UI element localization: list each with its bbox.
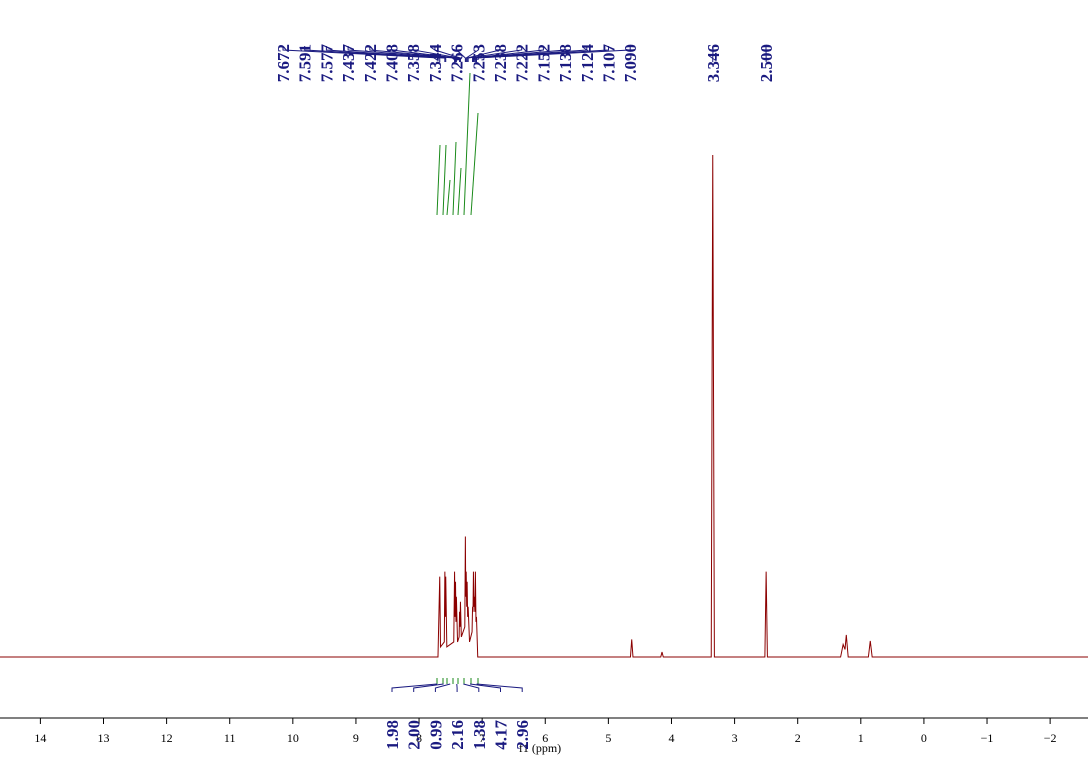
peak-label: 7.266	[448, 44, 467, 82]
x-axis-label: f1 (ppm)	[519, 741, 561, 755]
peak-connector	[475, 46, 631, 62]
peak-label: 7.591	[296, 44, 315, 82]
x-tick-label: 0	[921, 731, 927, 745]
x-tick-label: 2	[795, 731, 801, 745]
peak-connector	[347, 46, 456, 62]
integral-connector	[463, 683, 480, 692]
x-tick-label: 8	[416, 731, 422, 745]
peak-connector	[325, 46, 447, 62]
integral-connector	[413, 683, 444, 692]
peak-connector	[282, 46, 441, 62]
x-tick-label: 4	[668, 731, 674, 745]
peak-label: 2.500	[757, 44, 776, 82]
x-tick-label: 3	[732, 731, 738, 745]
peak-connector	[474, 46, 609, 62]
peak-label: 7.672	[274, 44, 293, 82]
x-tick-label: 14	[34, 731, 46, 745]
peak-label: 7.577	[317, 44, 336, 83]
peak-connector	[391, 46, 457, 62]
x-tick-label: 9	[353, 731, 359, 745]
peak-connector	[304, 46, 446, 62]
integral-label: 0.99	[426, 720, 445, 750]
spectrum-line	[0, 154, 1088, 658]
peak-label: 7.358	[404, 44, 423, 82]
peak-connector	[456, 46, 466, 62]
peak-connector	[473, 46, 588, 62]
x-tick-label: 6	[542, 731, 548, 745]
integral-label: 2.00	[405, 720, 424, 750]
x-tick-label: 7	[479, 731, 485, 745]
peak-label: 7.124	[578, 44, 597, 83]
integral-connector	[391, 683, 438, 692]
peak-connector	[369, 46, 457, 62]
x-tick-label: 11	[224, 731, 236, 745]
peak-connector	[412, 46, 461, 62]
integral-label: 2.16	[448, 720, 467, 750]
integral-curves	[436, 72, 479, 216]
peak-label: 3.346	[704, 44, 723, 82]
peak-label: 7.422	[361, 44, 380, 82]
peak-connector	[467, 46, 523, 62]
x-tick-label: −2	[1044, 731, 1057, 745]
integral-connector	[476, 683, 523, 692]
integral-label: 1.38	[470, 720, 489, 750]
x-tick-label: 1	[858, 731, 864, 745]
peak-connector	[472, 46, 566, 62]
integral-connector	[434, 683, 451, 692]
x-tick-label: 12	[161, 731, 173, 745]
peak-connector	[434, 46, 461, 62]
integral-connector	[469, 683, 501, 692]
peak-connector	[465, 46, 479, 62]
x-tick-label: 13	[97, 731, 109, 745]
peak-label: 7.437	[339, 44, 358, 83]
peak-label: 7.408	[383, 44, 402, 82]
peak-label: 7.344	[426, 44, 445, 83]
integral-label: 1.98	[383, 720, 402, 750]
x-tick-label: 10	[287, 731, 299, 745]
x-tick-label: −1	[981, 731, 994, 745]
integral-label: 4.17	[492, 720, 511, 750]
integral-label: 2.96	[513, 720, 532, 750]
peak-connector	[472, 46, 544, 62]
x-tick-label: 5	[605, 731, 611, 745]
peak-connector	[466, 46, 501, 62]
integral-ticks	[436, 678, 479, 684]
peak-label: 7.090	[621, 44, 640, 82]
peak-label: 7.107	[600, 44, 619, 83]
